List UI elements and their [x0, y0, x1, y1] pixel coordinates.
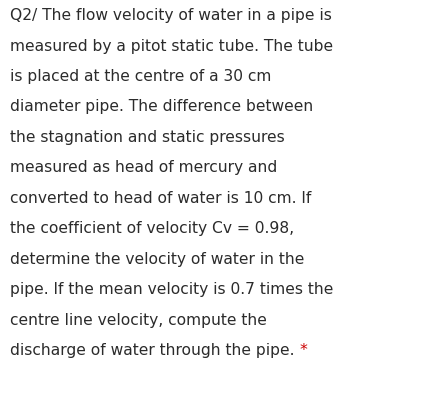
Text: diameter pipe. The difference between: diameter pipe. The difference between	[10, 99, 313, 114]
Text: measured by a pitot static tube. The tube: measured by a pitot static tube. The tub…	[10, 38, 333, 53]
Text: measured as head of mercury and: measured as head of mercury and	[10, 160, 277, 175]
Text: the coefficient of velocity Cv = 0.98,: the coefficient of velocity Cv = 0.98,	[10, 221, 294, 236]
Text: converted to head of water is 10 cm. If: converted to head of water is 10 cm. If	[10, 190, 311, 205]
Text: determine the velocity of water in the: determine the velocity of water in the	[10, 252, 304, 266]
Text: *: *	[300, 343, 307, 358]
Text: Q2/ The flow velocity of water in a pipe is: Q2/ The flow velocity of water in a pipe…	[10, 8, 332, 23]
Text: is placed at the centre of a 30 cm: is placed at the centre of a 30 cm	[10, 69, 272, 84]
Text: pipe. If the mean velocity is 0.7 times the: pipe. If the mean velocity is 0.7 times …	[10, 282, 333, 297]
Text: the stagnation and static pressures: the stagnation and static pressures	[10, 130, 285, 145]
Text: centre line velocity, compute the: centre line velocity, compute the	[10, 312, 267, 327]
Text: discharge of water through the pipe.: discharge of water through the pipe.	[10, 343, 300, 358]
Text: discharge of water through the pipe.: discharge of water through the pipe.	[10, 343, 300, 358]
